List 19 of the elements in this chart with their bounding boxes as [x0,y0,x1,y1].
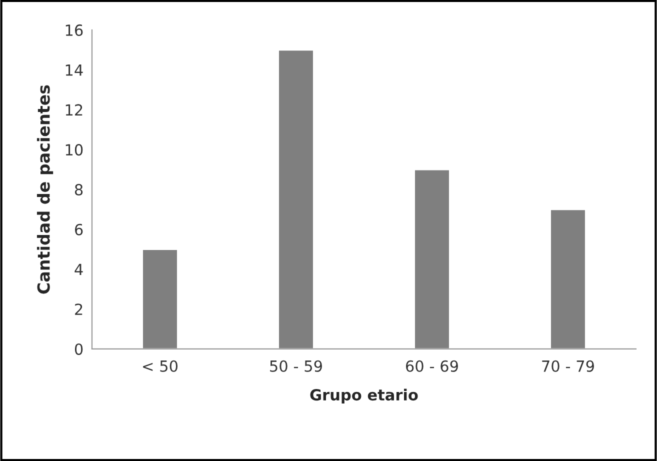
x-tick-label: 70 - 79 [542,360,594,372]
y-tick-label: 2 [75,304,82,315]
y-tick-label: 14 [66,64,83,76]
bar [142,248,178,349]
x-tick-label: 50 - 59 [270,360,322,372]
bar [550,208,586,349]
y-tick-label: 4 [74,264,83,276]
bar [414,168,450,349]
bar [278,49,314,349]
y-tick-label: 16 [66,24,83,36]
y-tick-label: 10 [66,144,83,156]
y-tick-label: 6 [74,224,83,236]
x-tick-label: < 50 [143,360,178,372]
x-axis-title: Grupo etario [310,388,418,404]
y-tick-label: 12 [66,104,82,116]
x-tick-label: 60 - 69 [406,360,458,372]
y-axis-title: Cantidad de pacientes [36,85,54,294]
y-tick-label: 0 [74,343,83,355]
y-tick-label: 8 [74,184,83,196]
